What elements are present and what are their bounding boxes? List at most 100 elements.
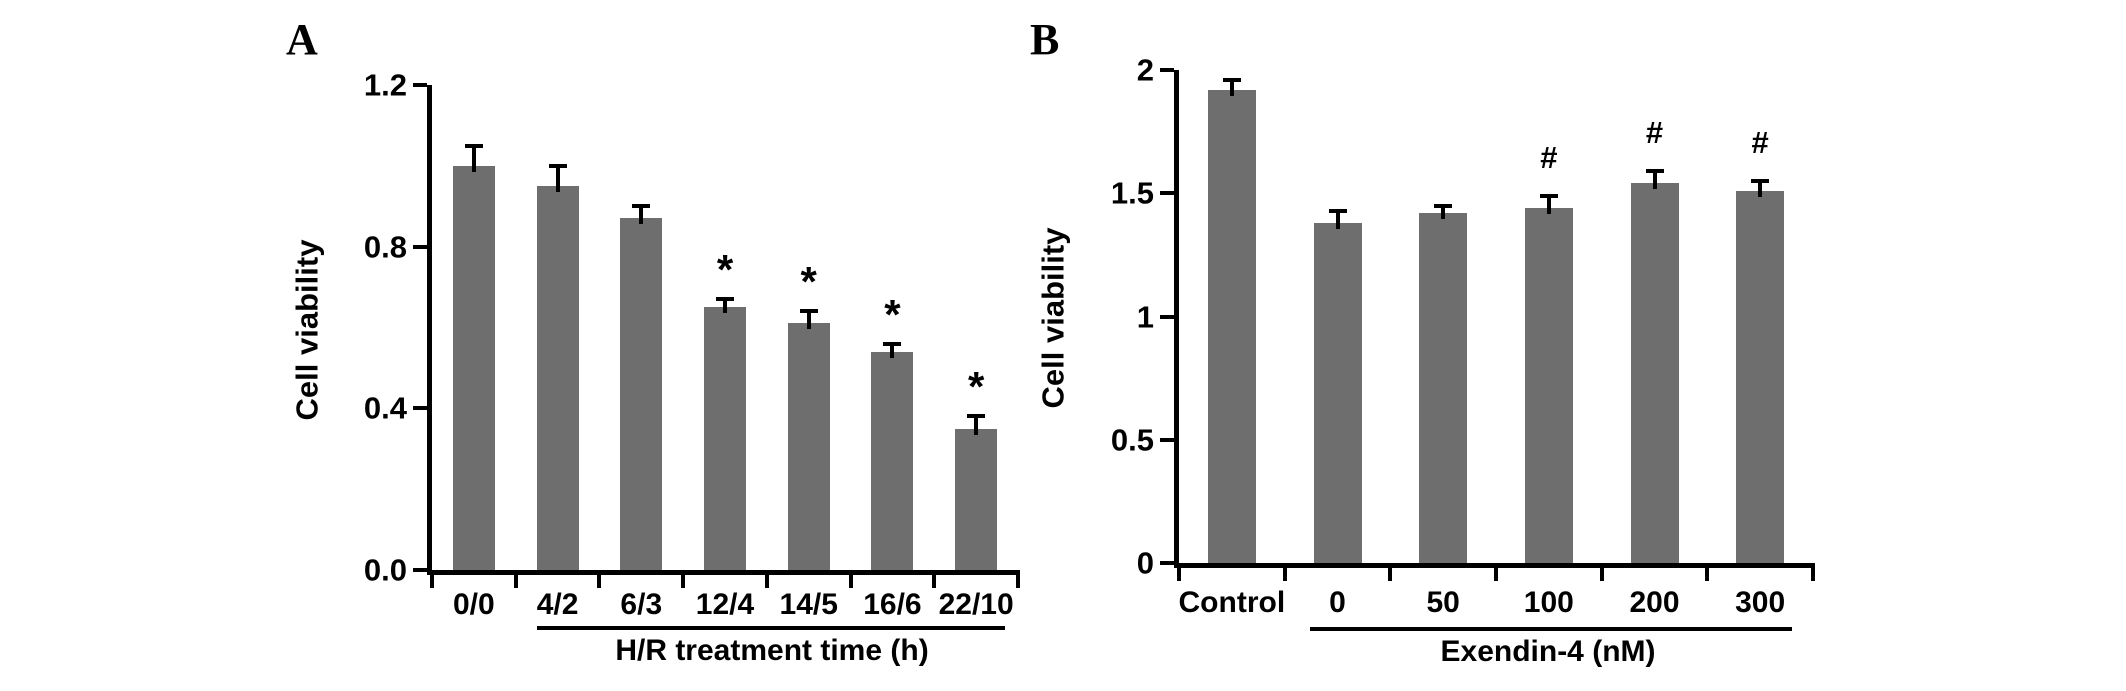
error-bar-cap [1539, 193, 1558, 198]
y-tick-label: 0.8 [363, 229, 407, 265]
x-category-label: 12/4 [695, 588, 755, 621]
y-axis-line [427, 85, 432, 575]
panel-b-y-axis-title: Cell viability [1035, 227, 1071, 409]
error-bar-cap [464, 143, 483, 148]
x-axis-line [427, 570, 1020, 575]
y-tick-label: 0 [1136, 545, 1154, 581]
error-bar-cap [632, 204, 651, 209]
significance-asterisk: * [884, 290, 901, 338]
x-axis-tick [1388, 568, 1393, 581]
significance-asterisk: * [800, 258, 817, 306]
x-axis-tick [681, 575, 686, 588]
y-tick-label: 1 [1136, 299, 1154, 334]
bar [452, 165, 495, 570]
significance-asterisk: * [967, 363, 985, 411]
bar [704, 307, 746, 570]
x-axis-line [1174, 563, 1815, 568]
x-category-label: 6/3 [620, 588, 663, 621]
error-bar-stem [890, 343, 895, 358]
x-axis-tick [1016, 575, 1020, 588]
y-axis-tick [413, 244, 427, 249]
error-bar-stem [723, 299, 727, 314]
y-tick-label: 0.0 [363, 552, 407, 588]
error-bar-stem [1441, 205, 1446, 219]
x-category-label: 4/2 [536, 588, 579, 621]
x-category-label: Control [1178, 586, 1286, 619]
error-bar-stem [555, 165, 560, 193]
y-tick-label: 1.2 [363, 67, 407, 103]
bar [787, 323, 830, 570]
error-bar-stem [1652, 171, 1657, 190]
x-axis-tick [1811, 568, 1815, 581]
bar [1207, 89, 1256, 563]
bar [1524, 208, 1573, 563]
x-axis-tick [1705, 568, 1710, 581]
y-axis-line [1174, 70, 1179, 568]
y-axis-tick [1160, 191, 1174, 196]
x-axis-tick [932, 575, 937, 588]
bar [955, 428, 998, 570]
bar [871, 351, 914, 570]
error-bar-cap [548, 163, 567, 168]
panel-a-y-axis-title: Cell viability [289, 239, 325, 421]
error-bar-cap [799, 309, 818, 314]
y-tick-label: 2 [1136, 52, 1154, 88]
bar [1630, 183, 1679, 563]
error-bar-cap [883, 341, 902, 346]
error-bar-cap [967, 414, 986, 419]
y-axis-tick [413, 83, 427, 87]
error-bar-cap [1222, 77, 1241, 82]
error-bar-stem [806, 311, 811, 330]
panel-b-letter: B [1030, 15, 1060, 64]
error-bar-cap [1434, 203, 1453, 208]
error-bar-stem [1546, 195, 1551, 215]
x-category-label: 200 [1629, 586, 1680, 619]
error-bar-cap [1328, 208, 1347, 213]
panel-a-x-axis-title: H/R treatment time (h) [615, 634, 929, 667]
error-bar-stem [1229, 79, 1234, 96]
significance-hash: # [1540, 139, 1558, 175]
error-bar-stem [974, 416, 979, 435]
x-axis-tick [430, 575, 434, 588]
panel-b-x-axis-title: Exendin-4 (nM) [1440, 635, 1656, 668]
x-group-underline [537, 626, 1005, 630]
significance-asterisk: * [716, 246, 734, 294]
error-bar-stem [471, 145, 476, 172]
y-axis-tick [413, 568, 427, 572]
significance-hash: # [1645, 115, 1664, 151]
panel-a-letter: A [286, 15, 318, 64]
y-axis-tick [1160, 68, 1174, 72]
x-category-label: 16/6 [863, 588, 922, 621]
error-bar-cap [716, 297, 734, 302]
x-category-label: 22/10 [938, 588, 1014, 621]
error-bar-stem [1335, 210, 1340, 229]
x-category-label: 0 [1329, 586, 1346, 619]
bar [620, 218, 663, 570]
x-axis-tick [764, 575, 769, 588]
bar [536, 186, 579, 570]
x-group-underline [1310, 627, 1792, 631]
significance-hash: # [1751, 124, 1769, 160]
error-bar-cap [1645, 169, 1664, 174]
bar [1419, 212, 1468, 563]
bar [1313, 222, 1362, 563]
x-axis-tick [1177, 568, 1181, 581]
y-axis-tick [1160, 314, 1174, 319]
bar [1736, 190, 1785, 563]
x-category-label: 300 [1735, 586, 1786, 619]
x-axis-tick [1282, 568, 1287, 581]
y-axis-tick [413, 406, 427, 411]
x-axis-tick [513, 575, 518, 588]
x-axis-tick [848, 575, 853, 588]
x-category-label: 0/0 [452, 588, 495, 621]
error-bar-cap [1751, 178, 1770, 183]
y-axis-tick [1160, 437, 1174, 442]
error-bar-stem [639, 206, 644, 225]
y-axis-tick [1160, 561, 1174, 565]
y-tick-label: 0.5 [1110, 422, 1154, 458]
error-bar-stem [1758, 180, 1763, 197]
x-category-label: 50 [1426, 586, 1460, 619]
x-axis-tick [1494, 568, 1498, 581]
x-axis-tick [597, 575, 602, 588]
